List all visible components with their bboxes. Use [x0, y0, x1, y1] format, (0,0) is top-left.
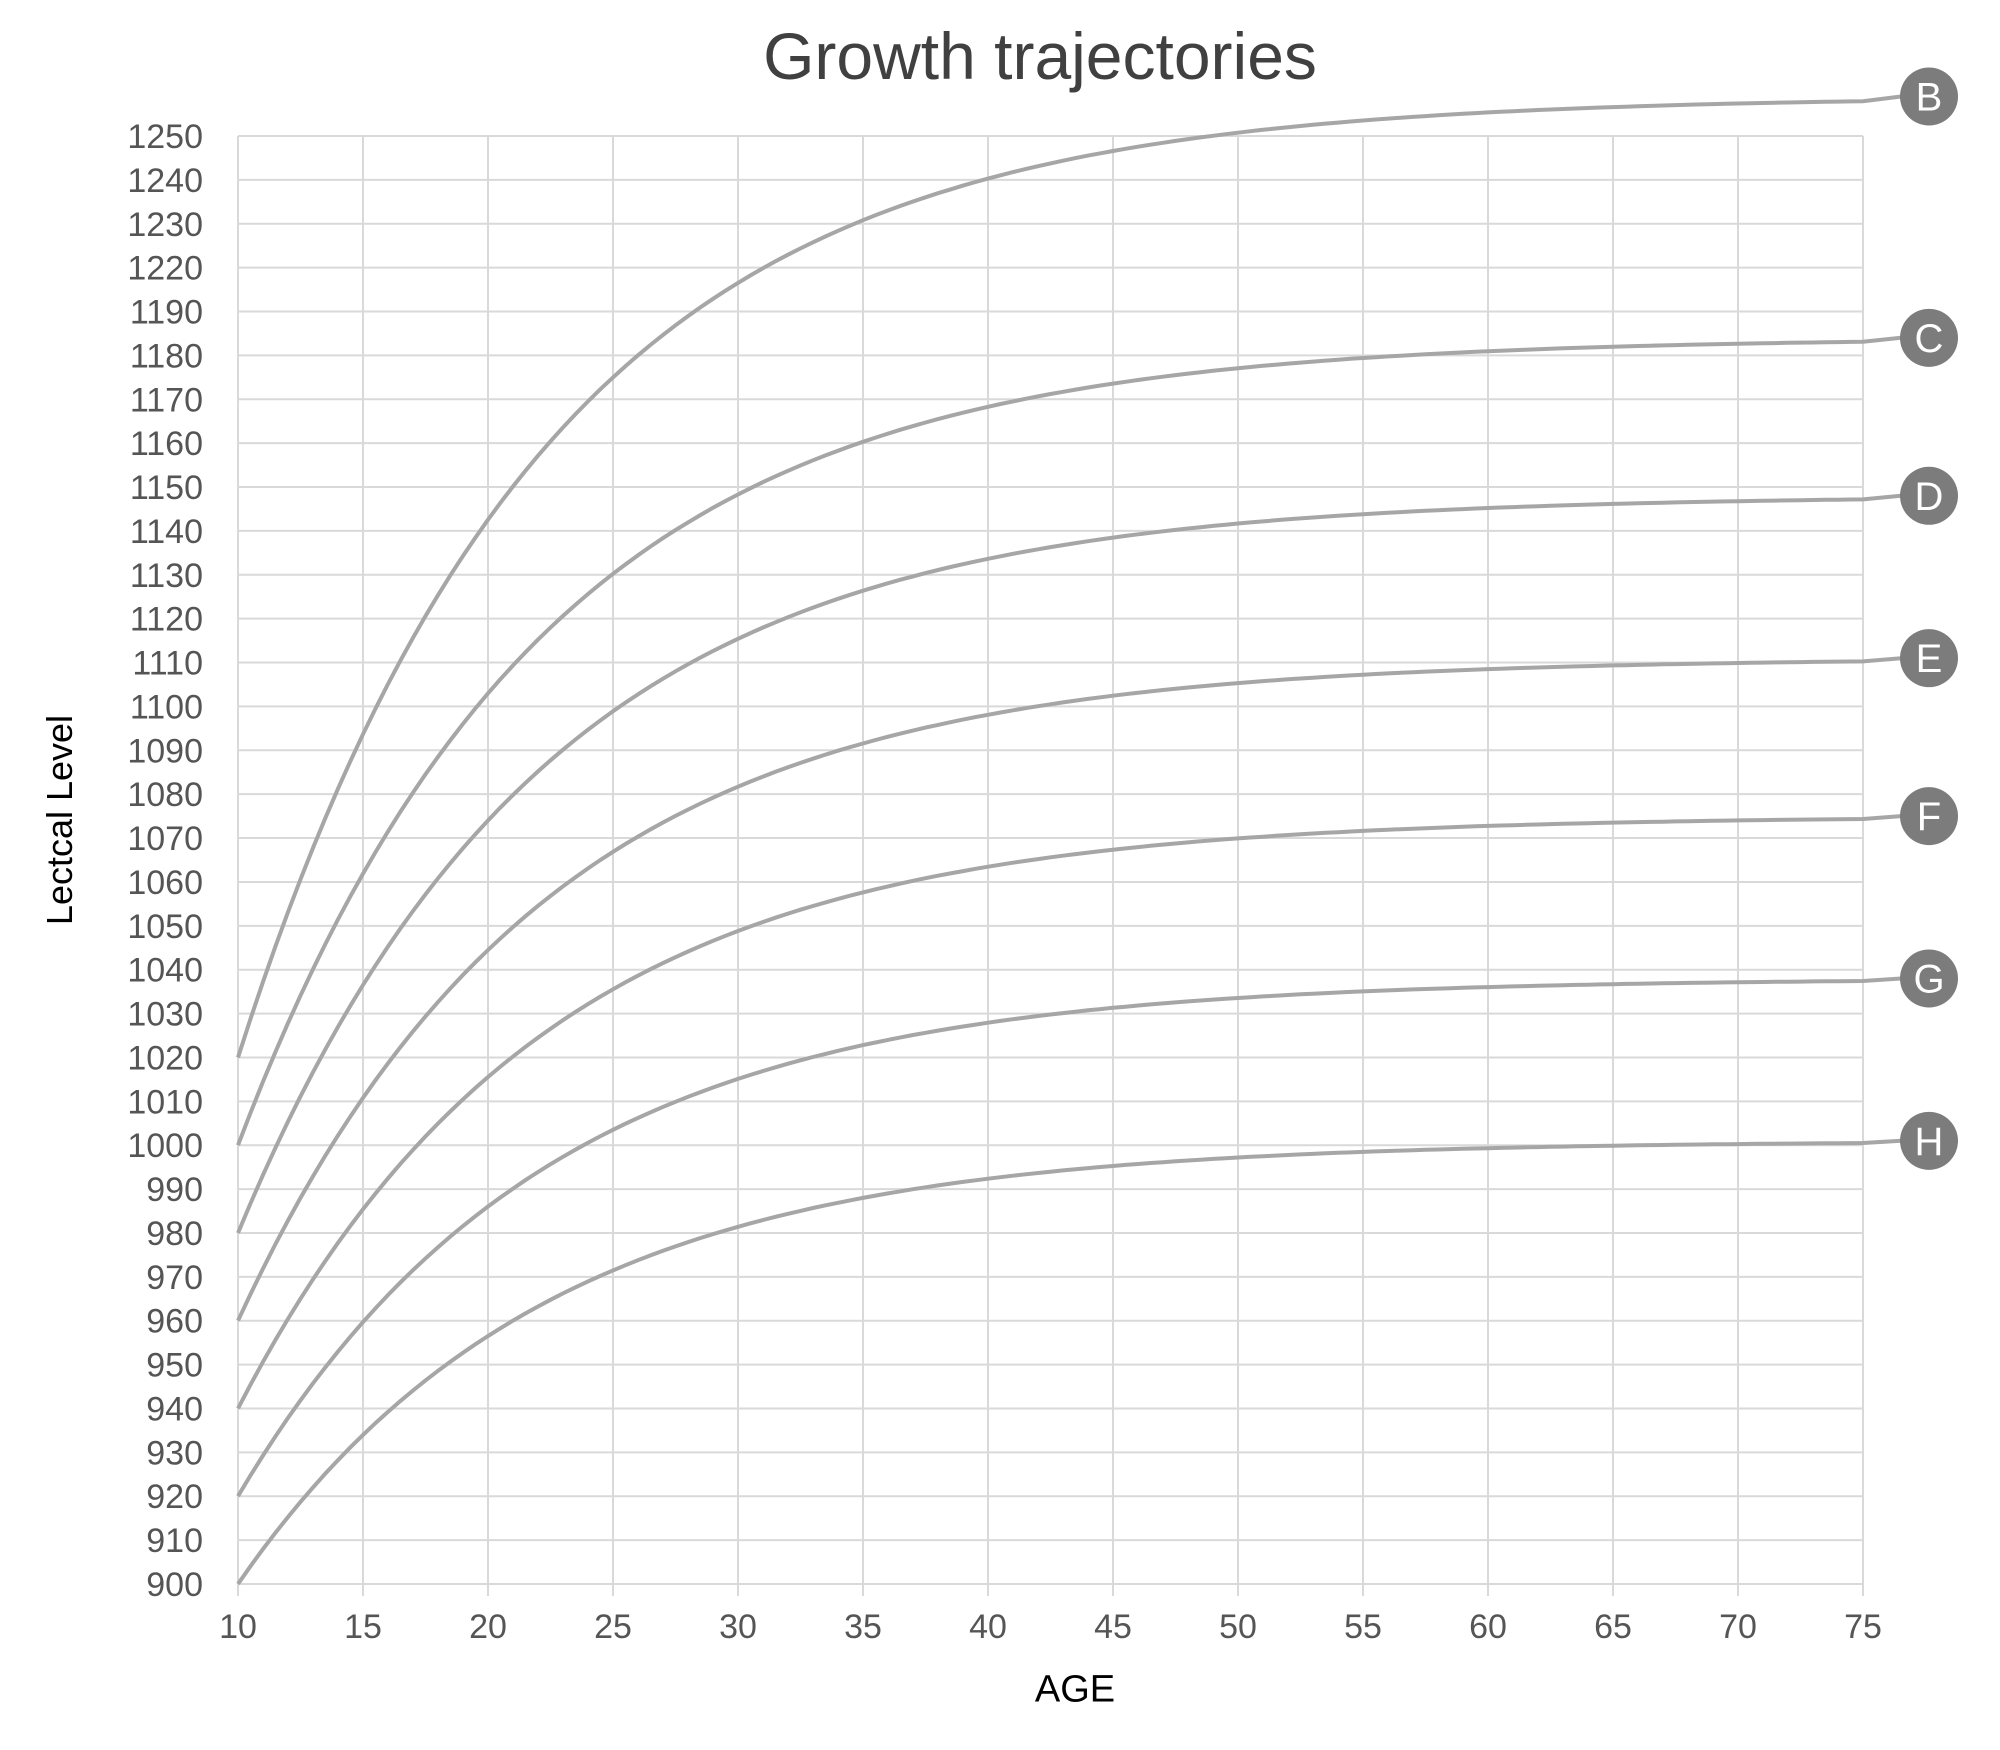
y-tick-label: 1190: [130, 294, 203, 332]
y-tick-label: 1160: [130, 425, 203, 463]
y-tick-label: 940: [146, 1390, 203, 1428]
series-label-D: D: [1915, 475, 1944, 519]
series-marker-C: [1900, 308, 1958, 367]
y-tick-label: 1000: [127, 1127, 203, 1165]
y-tick-label: 1250: [127, 118, 203, 156]
series-line-C: [236, 335, 1902, 1146]
y-axis-ticks: 1250 1240 1230 1220 1190 1180 1170 1160 1150 1140…: [127, 118, 203, 1604]
x-tick-label: 45: [1094, 1608, 1132, 1646]
series-label-C: C: [1915, 317, 1944, 361]
series-marker-E: [1900, 629, 1958, 688]
y-tick-label: 1040: [127, 952, 203, 990]
x-tick-label: 15: [344, 1608, 382, 1646]
x-axis-label: AGE: [1034, 1668, 1116, 1711]
y-tick-label: 1020: [127, 1039, 203, 1077]
y-tick-label: 1220: [127, 250, 203, 288]
series-label-H: H: [1915, 1120, 1944, 1164]
y-tick-label: 1110: [132, 645, 203, 683]
x-tick-label: 35: [844, 1608, 882, 1646]
y-tick-label: 1150: [130, 469, 203, 507]
series-marker-H: [1900, 1111, 1958, 1170]
y-tick-label: 920: [146, 1478, 203, 1516]
series-line-D: [236, 493, 1902, 1234]
y-tick-label: 950: [146, 1347, 203, 1385]
series-marker-F: [1900, 787, 1958, 846]
x-tick-label: 70: [1719, 1608, 1757, 1646]
x-tick-label: 75: [1844, 1608, 1882, 1646]
y-tick-label: 1010: [127, 1083, 203, 1121]
x-axis-ticks: 10 15 20 25 30 35 40 45 50 55 60 65 70 75: [219, 1608, 1882, 1646]
y-tick-label: 1080: [127, 776, 203, 814]
gridlines: [237, 135, 1864, 1596]
x-tick-label: 40: [969, 1608, 1007, 1646]
x-tick-label: 65: [1594, 1608, 1632, 1646]
y-tick-label: 1100: [130, 688, 203, 726]
y-tick-label: 1170: [130, 381, 203, 419]
x-tick-label: 20: [469, 1608, 507, 1646]
y-tick-label: 1060: [127, 864, 203, 902]
series-marker-D: [1900, 466, 1958, 525]
x-tick-label: 50: [1219, 1608, 1257, 1646]
x-tick-label: 25: [594, 1608, 632, 1646]
series-lines: [236, 94, 1902, 1586]
y-tick-label: 1120: [130, 601, 203, 639]
x-tick-label: 10: [219, 1608, 257, 1646]
y-tick-label: 1140: [130, 513, 203, 551]
y-tick-label: 930: [146, 1434, 203, 1472]
y-tick-label: 910: [146, 1522, 203, 1560]
chart-title: Growth trajectories: [763, 19, 1317, 93]
series-line-F: [236, 814, 1902, 1410]
y-tick-label: 1180: [130, 337, 203, 375]
y-tick-label: 1240: [127, 162, 203, 200]
series-label-G: G: [1913, 957, 1944, 1001]
series-line-E: [236, 656, 1902, 1322]
x-tick-label: 60: [1469, 1608, 1507, 1646]
y-tick-label: 1050: [127, 908, 203, 946]
series-line-H: [236, 1138, 1902, 1586]
y-tick-label: 970: [146, 1259, 203, 1297]
y-tick-label: 1230: [127, 206, 203, 244]
y-tick-label: 900: [146, 1566, 203, 1604]
series-label-E: E: [1916, 637, 1943, 681]
series-marker-B: [1900, 67, 1958, 126]
y-tick-label: 1070: [127, 820, 203, 858]
x-tick-label: 30: [719, 1608, 757, 1646]
y-tick-label: 960: [146, 1303, 203, 1341]
series-line-G: [236, 976, 1902, 1498]
y-tick-label: 990: [146, 1171, 203, 1209]
series-marker-G: [1900, 949, 1958, 1008]
y-tick-label: 1130: [130, 557, 203, 595]
y-tick-label: 1030: [127, 996, 203, 1034]
series-label-B: B: [1916, 76, 1943, 120]
x-tick-label: 55: [1344, 1608, 1382, 1646]
series-line-B: [236, 94, 1902, 1059]
series-label-F: F: [1917, 795, 1941, 839]
y-tick-label: 980: [146, 1215, 203, 1253]
y-tick-label: 1090: [127, 732, 203, 770]
series-end-labels: B C D E F G H: [1900, 67, 1958, 1170]
